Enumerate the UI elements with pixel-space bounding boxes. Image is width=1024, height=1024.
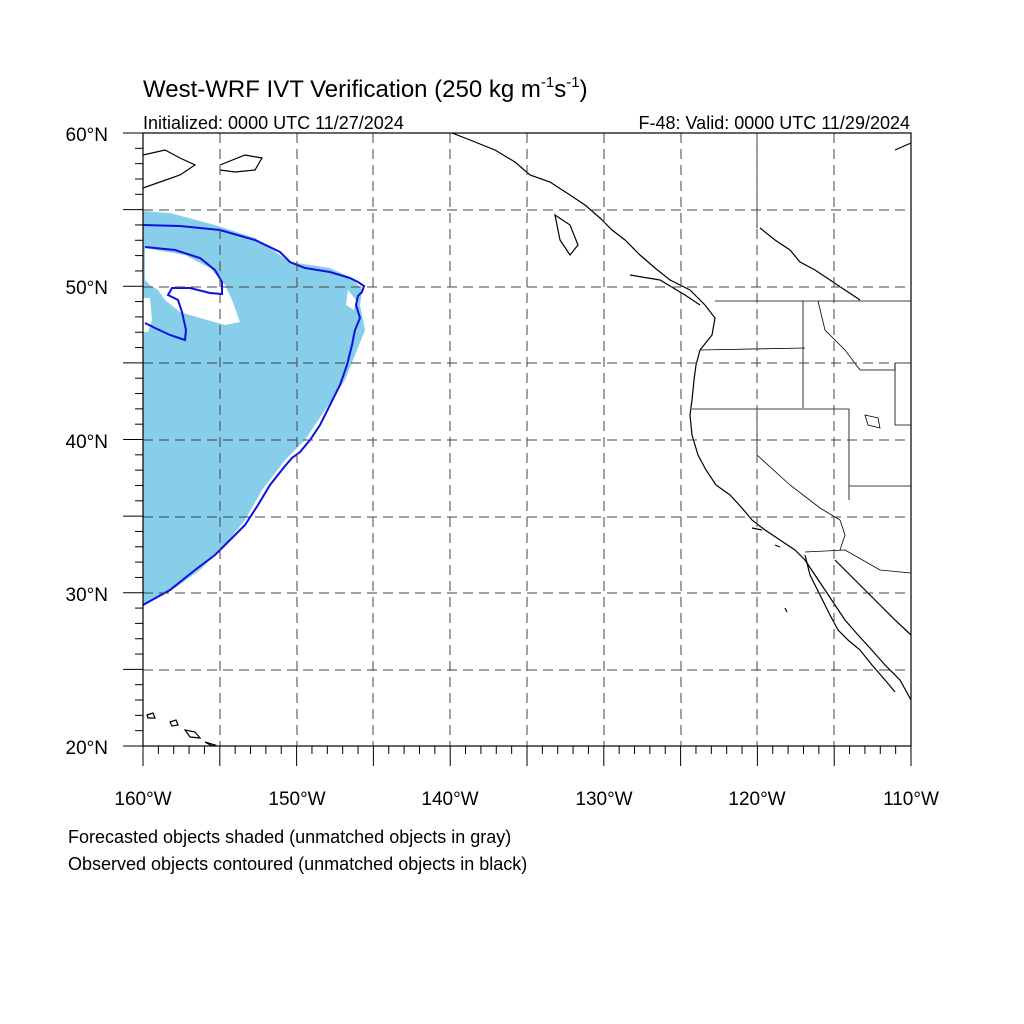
- chart-title: West-WRF IVT Verification (250 kg m-1s-1…: [143, 74, 588, 103]
- lon-label-160w: 160°W: [114, 789, 171, 810]
- observed-contour: [143, 224, 366, 606]
- lat-label-40: 40°N: [66, 432, 108, 453]
- lon-label-130w: 130°W: [575, 789, 632, 810]
- graticule: [143, 133, 911, 746]
- lat-label-60: 60°N: [66, 125, 108, 146]
- lon-label-120w: 120°W: [728, 789, 785, 810]
- forecast-gap-south: [245, 452, 300, 525]
- forecast-gap-east: [346, 290, 356, 310]
- forecast-note: Forecasted objects shaded (unmatched obj…: [68, 827, 511, 847]
- lon-label-140w: 140°W: [421, 789, 478, 810]
- axis-ticks: [123, 132, 912, 766]
- lon-label-150w: 150°W: [268, 789, 325, 810]
- observed-contour-inner: [144, 246, 223, 342]
- observed-note: Observed objects contoured (unmatched ob…: [68, 854, 527, 874]
- lat-label-20: 20°N: [66, 738, 108, 759]
- lat-label-30: 30°N: [66, 585, 108, 606]
- lon-label-110w: 110°W: [883, 789, 939, 810]
- map-panel: [143, 133, 911, 746]
- init-time-label: Initialized: 0000 UTC 11/27/2024: [143, 113, 404, 133]
- political-boundaries: [692, 133, 911, 574]
- valid-time-label: F-48: Valid: 0000 UTC 11/29/2024: [639, 113, 911, 133]
- lat-label-50: 50°N: [66, 278, 108, 299]
